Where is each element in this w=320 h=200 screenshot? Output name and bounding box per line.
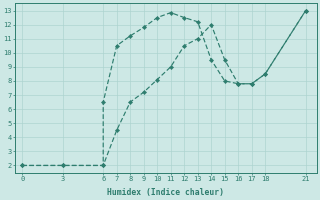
X-axis label: Humidex (Indice chaleur): Humidex (Indice chaleur) (108, 188, 225, 197)
